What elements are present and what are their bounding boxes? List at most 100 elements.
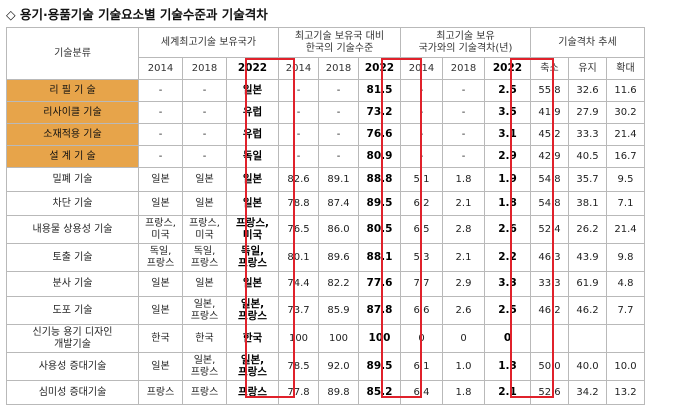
header-year: 2022 bbox=[484, 57, 531, 80]
gap-2014: 6.5 bbox=[400, 215, 443, 244]
trend-expand: 7.1 bbox=[606, 191, 645, 216]
gap-2014: 0 bbox=[400, 324, 443, 353]
country-2014: 프랑스, 미국 bbox=[138, 215, 183, 244]
gap-2014: - bbox=[400, 123, 443, 146]
trend-shrink: 52.4 bbox=[530, 215, 569, 244]
gap-2022: 3.5 bbox=[484, 101, 531, 124]
gap-2018: - bbox=[442, 123, 485, 146]
header-year: 2018 bbox=[182, 57, 227, 80]
table-row: 밀폐 기술 일본 일본 일본 82.6 89.1 88.8 5.1 1.8 1.… bbox=[6, 167, 645, 192]
trend-shrink: 46.2 bbox=[530, 296, 569, 325]
trend-shrink: 54.8 bbox=[530, 191, 569, 216]
gap-2018: 0 bbox=[442, 324, 485, 353]
table-row: 소재적용 기술 - - 유럽 - - 76.6 - - 3.1 45.2 33.… bbox=[6, 123, 645, 146]
trend-expand: 30.2 bbox=[606, 101, 645, 124]
country-2018: 일본 bbox=[182, 271, 227, 297]
gap-2018: - bbox=[442, 101, 485, 124]
trend-shrink: 55.8 bbox=[530, 79, 569, 102]
gap-2022: 2.5 bbox=[484, 79, 531, 102]
gap-2014: 6.2 bbox=[400, 191, 443, 216]
gap-2022: 1.9 bbox=[484, 167, 531, 192]
level-2014: - bbox=[278, 79, 319, 102]
trend-shrink: 41.9 bbox=[530, 101, 569, 124]
trend-expand: 11.6 bbox=[606, 79, 645, 102]
level-2014: 82.6 bbox=[278, 167, 319, 192]
country-2022: 독일, 프랑스 bbox=[226, 243, 279, 272]
trend-expand: 4.8 bbox=[606, 271, 645, 297]
gap-2018: 2.1 bbox=[442, 243, 485, 272]
country-2018: - bbox=[182, 101, 227, 124]
header-year: 2014 bbox=[400, 57, 443, 80]
header-year: 2022 bbox=[358, 57, 401, 80]
gap-2022: 1.3 bbox=[484, 352, 531, 381]
country-2022: 일본 bbox=[226, 79, 279, 102]
category-cell: 사용성 증대기술 bbox=[6, 352, 139, 381]
trend-shrink: 33.3 bbox=[530, 271, 569, 297]
trend-expand: 21.4 bbox=[606, 123, 645, 146]
country-2014: 일본 bbox=[138, 352, 183, 381]
gap-2018: 2.1 bbox=[442, 191, 485, 216]
table-row: 사용성 증대기술 일본 일본, 프랑스 일본, 프랑스 78.5 92.0 89.5… bbox=[6, 352, 645, 381]
category-cell: 토출 기술 bbox=[6, 243, 139, 272]
table-row: 내용물 상용성 기술 프랑스, 미국 프랑스, 미국 프랑스, 미국 76.5 86.… bbox=[6, 215, 645, 244]
trend-keep: 32.6 bbox=[568, 79, 607, 102]
level-2022: 88.8 bbox=[358, 167, 401, 192]
trend-keep: 61.9 bbox=[568, 271, 607, 297]
trend-shrink: 50.0 bbox=[530, 352, 569, 381]
header-group-gap: 최고기술 보유 국가와의 기술격차(년) bbox=[400, 27, 531, 58]
trend-keep: 26.2 bbox=[568, 215, 607, 244]
country-2022: 독일 bbox=[226, 145, 279, 168]
country-2014: - bbox=[138, 123, 183, 146]
country-2022: 유럽 bbox=[226, 123, 279, 146]
gap-2018: - bbox=[442, 79, 485, 102]
level-2022: 77.6 bbox=[358, 271, 401, 297]
level-2014: - bbox=[278, 101, 319, 124]
level-2022: 89.5 bbox=[358, 191, 401, 216]
header-group-country: 세계최고기술 보유국가 bbox=[138, 27, 279, 58]
page-title: ◇ 용기·용품기술 기술요소별 기술수준과 기술격차 bbox=[6, 7, 268, 22]
level-2014: - bbox=[278, 123, 319, 146]
level-2018: 82.2 bbox=[318, 271, 359, 297]
table-row: 분사 기술 일본 일본 일본 74.4 82.2 77.6 7.7 2.9 3.… bbox=[6, 271, 645, 297]
table-row: 리사이클 기술 - - 유럽 - - 73.2 - - 3.5 41.9 27.… bbox=[6, 101, 645, 124]
level-2018: 89.6 bbox=[318, 243, 359, 272]
table-row: 신기능 용기 디자인 개발기술 한국 한국 한국 100 100 100 0 0 … bbox=[6, 324, 645, 353]
trend-keep: 43.9 bbox=[568, 243, 607, 272]
level-2022: 88.1 bbox=[358, 243, 401, 272]
gap-2022: 2.6 bbox=[484, 215, 531, 244]
header-group-level: 최고기술 보유국 대비 한국의 기술수준 bbox=[278, 27, 401, 58]
category-cell: 밀폐 기술 bbox=[6, 167, 139, 192]
gap-2018: 2.8 bbox=[442, 215, 485, 244]
header-year: 2018 bbox=[318, 57, 359, 80]
country-2022: 일본, 프랑스 bbox=[226, 352, 279, 381]
country-2018: - bbox=[182, 123, 227, 146]
trend-keep: 40.5 bbox=[568, 145, 607, 168]
level-2018: 89.1 bbox=[318, 167, 359, 192]
header-trend-keep: 유지 bbox=[568, 57, 607, 80]
trend-shrink: 54.8 bbox=[530, 167, 569, 192]
gap-2022: 0 bbox=[484, 324, 531, 353]
level-2018: 87.4 bbox=[318, 191, 359, 216]
category-cell: 신기능 용기 디자인 개발기술 bbox=[6, 324, 139, 353]
trend-shrink bbox=[530, 324, 569, 353]
trend-expand: 21.4 bbox=[606, 215, 645, 244]
trend-keep: 38.1 bbox=[568, 191, 607, 216]
level-2018: 92.0 bbox=[318, 352, 359, 381]
gap-2014: 7.7 bbox=[400, 271, 443, 297]
level-2022: 81.5 bbox=[358, 79, 401, 102]
table-row: 설 계 기 술 - - 독일 - - 80.9 - - 2.9 42.9 40.… bbox=[6, 145, 645, 168]
country-2022: 일본 bbox=[226, 271, 279, 297]
level-2022: 87.8 bbox=[358, 296, 401, 325]
country-2014: - bbox=[138, 145, 183, 168]
category-cell: 설 계 기 술 bbox=[6, 145, 139, 168]
country-2014: - bbox=[138, 101, 183, 124]
header-trend-expand: 확대 bbox=[606, 57, 645, 80]
gap-2018: 2.9 bbox=[442, 271, 485, 297]
trend-keep: 27.9 bbox=[568, 101, 607, 124]
level-2018: - bbox=[318, 145, 359, 168]
trend-expand: 9.8 bbox=[606, 243, 645, 272]
category-cell: 리 필 기 술 bbox=[6, 79, 139, 102]
header-trend-shrink: 축소 bbox=[530, 57, 569, 80]
gap-2018: - bbox=[442, 145, 485, 168]
table-row: 도포 기술 일본 일본, 프랑스 일본, 프랑스 73.7 85.9 87.8 6.… bbox=[6, 296, 645, 325]
